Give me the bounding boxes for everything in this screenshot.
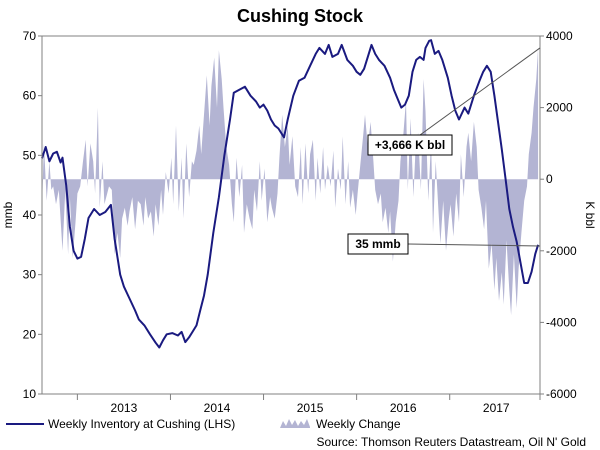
left-axis-label: mmb <box>1 201 15 228</box>
x-tick-label: 2016 <box>390 401 417 415</box>
chart-title: Cushing Stock <box>237 6 364 26</box>
right-tick-label: 4000 <box>546 29 573 43</box>
legend-label-weekly-change: Weekly Change <box>316 417 401 431</box>
left-tick-label: 50 <box>23 148 37 162</box>
annotation-leader-line <box>419 47 541 136</box>
weekly-inventory-line-layer <box>41 39 540 349</box>
left-tick-label: 40 <box>23 208 37 222</box>
right-tick-label: -6000 <box>546 387 577 401</box>
source-note: Source: Thomson Reuters Datastream, Oil … <box>316 435 586 449</box>
annotation-label: +3,666 K bbl <box>375 138 445 152</box>
annotation-box <box>347 233 409 255</box>
annotations-layer: +3,666 K bbl 35 mmb <box>347 47 541 255</box>
x-tick-label: 2015 <box>297 401 324 415</box>
legend-swatch-weekly-change <box>280 419 310 428</box>
x-tick-label: 2014 <box>204 401 231 415</box>
x-tick-label: 2017 <box>483 401 510 415</box>
right-tick-label: -4000 <box>546 315 577 329</box>
right-tick-label: -2000 <box>546 244 577 258</box>
left-tick-label: 60 <box>23 89 37 103</box>
annotation-leader-line <box>407 243 541 247</box>
left-tick-label: 10 <box>23 387 37 401</box>
right-tick-label: 0 <box>546 172 553 186</box>
annotation-label: 35 mmb <box>355 237 400 251</box>
left-axis-ticks: 10 20 30 40 50 60 70 <box>23 29 42 401</box>
weekly-change-area-layer <box>42 48 539 316</box>
legend-label-inventory: Weekly Inventory at Cushing (LHS) <box>48 417 235 431</box>
left-tick-label: 70 <box>23 29 37 43</box>
legend: Weekly Inventory at Cushing (LHS) Weekly… <box>6 417 401 431</box>
right-axis-label: K bbl <box>583 201 597 228</box>
left-tick-label: 30 <box>23 268 37 282</box>
right-axis-ticks: -6000 -4000 -2000 0 2000 4000 <box>540 29 577 401</box>
left-tick-label: 20 <box>23 327 37 341</box>
x-tick-label: 2013 <box>111 401 138 415</box>
weekly-inventory-line <box>41 39 540 349</box>
x-axis-ticks: 2013 2014 2015 2016 2017 <box>76 394 541 415</box>
annotation-box <box>367 134 453 156</box>
right-tick-label: 2000 <box>546 101 573 115</box>
weekly-change-area <box>42 48 539 316</box>
